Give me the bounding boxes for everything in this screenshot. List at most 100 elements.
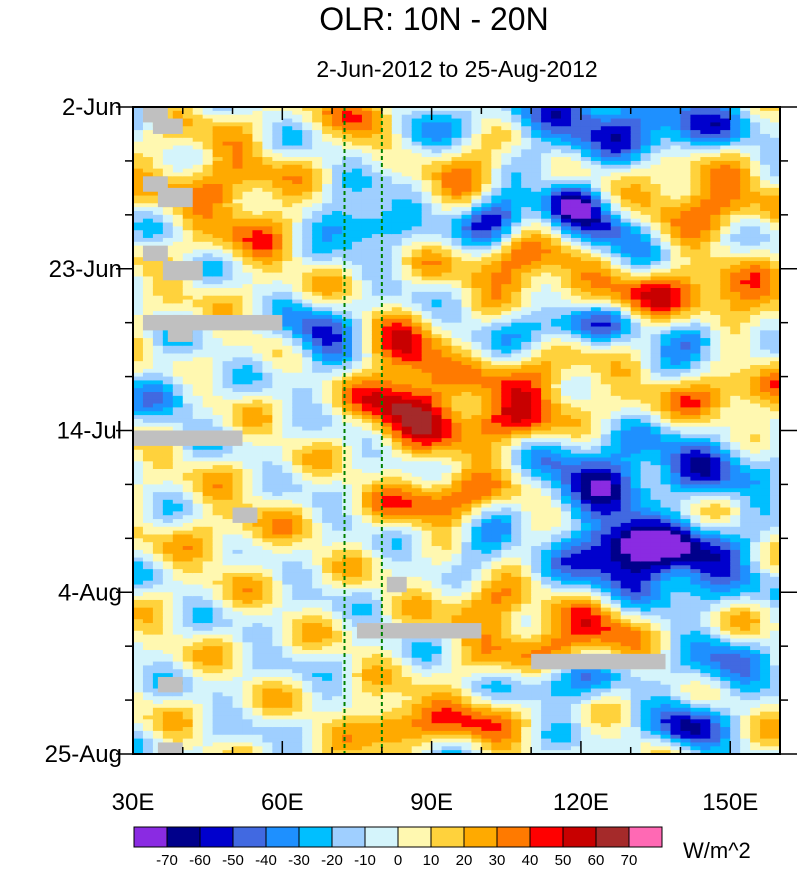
heatmap-cell [172, 611, 184, 616]
heatmap-cell [282, 661, 293, 667]
heatmap-cell [232, 234, 244, 239]
heatmap-cell [212, 107, 224, 112]
heatmap-cell [371, 442, 383, 447]
heatmap-cell [232, 118, 244, 123]
heatmap-cell [411, 673, 423, 678]
heatmap-cell [272, 684, 283, 690]
heatmap-cell [391, 257, 403, 262]
heatmap-cell [351, 442, 363, 447]
heatmap-cell [242, 184, 254, 189]
heatmap-cell [282, 326, 293, 331]
heatmap-cell [411, 153, 423, 158]
heatmap-cell [272, 499, 283, 505]
heatmap-cell [142, 480, 154, 486]
heatmap-cell [312, 569, 323, 574]
heatmap-cell [152, 488, 164, 493]
heatmap-cell [421, 322, 433, 328]
heatmap-cell [332, 519, 343, 524]
heatmap-cell [292, 638, 303, 643]
heatmap-cell [152, 503, 164, 509]
heatmap-cell [342, 750, 353, 754]
heatmap-cell [371, 191, 383, 197]
heatmap-cell [212, 650, 224, 655]
heatmap-cell [371, 461, 383, 466]
heatmap-cell [212, 596, 224, 601]
heatmap-cell [202, 195, 214, 201]
heatmap-cell [262, 168, 273, 174]
heatmap-cell [222, 272, 234, 278]
heatmap-cell [272, 646, 283, 651]
heatmap-cell [322, 191, 333, 197]
heatmap-cell [262, 734, 273, 740]
heatmap-cell [172, 738, 184, 744]
heatmap-cell [162, 530, 174, 536]
heatmap-cell [381, 553, 393, 559]
heatmap-cell [252, 738, 263, 744]
heatmap-cell [292, 700, 303, 705]
heatmap-cell [242, 353, 254, 358]
heatmap-cell [361, 696, 373, 701]
heatmap-cell [172, 218, 184, 224]
heatmap-cell [371, 707, 383, 713]
heatmap-cell [381, 122, 393, 127]
heatmap-cell [242, 172, 254, 177]
heatmap-cell [332, 557, 343, 563]
heatmap-cell [361, 692, 373, 697]
heatmap-cell [411, 411, 423, 416]
heatmap-cell [401, 599, 413, 605]
heatmap-cell [351, 391, 363, 397]
heatmap-cell [342, 742, 353, 747]
heatmap-cell [351, 230, 363, 235]
heatmap-cell [312, 692, 323, 697]
heatmap-cell [411, 180, 423, 185]
heatmap-cell [162, 484, 174, 489]
heatmap-cell [401, 526, 413, 532]
heatmap-cell [242, 411, 254, 416]
heatmap-cell [202, 534, 214, 539]
heatmap-cell [292, 665, 303, 670]
heatmap-cell [282, 572, 293, 578]
heatmap-cell [202, 730, 214, 736]
heatmap-cell [232, 650, 244, 655]
heatmap-cell [421, 542, 433, 547]
heatmap-cell [162, 561, 174, 566]
heatmap-cell [212, 653, 224, 659]
heatmap-cell [282, 110, 293, 116]
heatmap-cell [302, 738, 313, 744]
heatmap-cell [162, 730, 174, 736]
heatmap-cell [361, 738, 373, 744]
heatmap-cell [332, 653, 343, 659]
heatmap-cell [142, 619, 154, 624]
heatmap-cell [182, 210, 194, 216]
heatmap-cell [361, 330, 373, 335]
heatmap-cell [152, 133, 164, 139]
heatmap-cell [411, 526, 423, 532]
heatmap-cell [282, 257, 293, 262]
heatmap-cell [371, 334, 383, 339]
heatmap-cell [421, 557, 433, 563]
heatmap-cell [272, 380, 283, 385]
heatmap-cell [381, 172, 393, 177]
heatmap-cell [421, 284, 433, 289]
heatmap-cell [282, 384, 293, 389]
heatmap-cell [322, 126, 333, 131]
heatmap-cell [133, 164, 144, 170]
heatmap-cell [381, 546, 393, 551]
heatmap-cell [142, 291, 154, 297]
heatmap-cell [162, 395, 174, 401]
heatmap-cell [401, 349, 413, 355]
heatmap-cell [232, 391, 244, 397]
heatmap-cell [381, 700, 393, 705]
heatmap-cell [332, 353, 343, 358]
heatmap-cell [133, 199, 144, 204]
heatmap-cell [133, 307, 144, 312]
heatmap-cell [192, 457, 204, 462]
heatmap-cell [351, 715, 363, 720]
heatmap-cell [322, 295, 333, 301]
heatmap-cell [421, 368, 433, 374]
heatmap-cell [312, 218, 323, 224]
heatmap-cell [401, 553, 413, 559]
heatmap-cell [312, 418, 323, 424]
heatmap-cell [232, 126, 244, 131]
heatmap-cell [262, 388, 273, 393]
